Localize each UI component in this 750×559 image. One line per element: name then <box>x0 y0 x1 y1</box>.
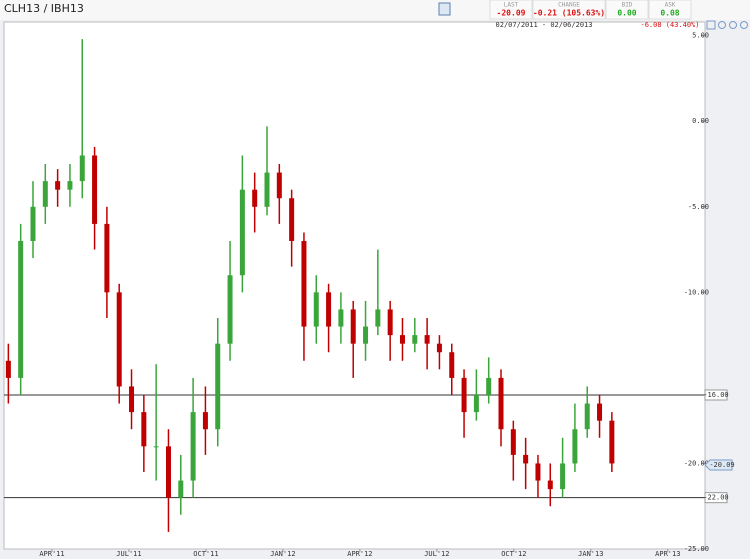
candle-body <box>399 335 405 344</box>
quote-box <box>605 0 649 20</box>
candle-body <box>289 198 295 242</box>
y-tick-label: 0.00 <box>692 117 709 125</box>
candle-body <box>301 241 307 327</box>
candle-body <box>313 292 319 327</box>
candle-body <box>326 292 332 327</box>
calendar-icon[interactable] <box>438 2 451 16</box>
x-tick-label: APR'13 <box>655 550 680 558</box>
candle-body <box>387 309 393 336</box>
last-price-label: -20.09 <box>709 461 734 469</box>
candle-body <box>461 377 467 413</box>
zoom-tools <box>706 20 748 30</box>
x-tick-label: JUL'12 <box>424 550 449 558</box>
candle-body <box>535 463 541 481</box>
y-tick-label: -10.00 <box>684 288 709 296</box>
candle-body <box>572 429 578 464</box>
last-price-marker <box>704 459 733 471</box>
zoom-tool[interactable] <box>706 20 716 30</box>
candle-body <box>486 377 492 396</box>
candle-body <box>79 155 85 182</box>
candle-body <box>264 172 270 207</box>
range-change: -6.08 (43.40%) <box>640 21 699 29</box>
x-tick-label: JAN'12 <box>270 550 295 558</box>
zoom-tool[interactable] <box>718 21 726 29</box>
reference-label: -16.00 <box>703 391 728 399</box>
x-tick-label: OCT'12 <box>501 550 526 558</box>
candle-body <box>239 189 245 276</box>
candle-body <box>375 309 381 327</box>
quote-label: CHANGE <box>558 2 580 9</box>
chart-title: CLH13 / IBH13 <box>4 2 84 15</box>
candle-body <box>55 181 61 190</box>
x-tick-label: JAN'13 <box>578 550 603 558</box>
x-tick-label: APR'11 <box>39 550 64 558</box>
candle-body <box>165 446 171 498</box>
x-tick-label: OCT'11 <box>193 550 218 558</box>
y-tick-label: -5.00 <box>688 203 709 211</box>
candle-body <box>116 292 122 387</box>
candle-body <box>560 463 566 490</box>
quote-value: -20.09 <box>497 9 526 18</box>
candle-body <box>153 446 159 448</box>
quote-box <box>648 0 692 20</box>
candle-body <box>104 223 110 293</box>
candle-body <box>510 429 516 455</box>
candle-body <box>412 335 418 344</box>
candle-body <box>5 360 11 378</box>
quote-value: 0.08 <box>660 9 679 18</box>
y-tick-label: -20.00 <box>684 459 709 467</box>
candle-body <box>449 352 455 378</box>
candle-body <box>42 181 48 207</box>
candle-body <box>30 206 36 242</box>
candle-body <box>276 172 282 199</box>
quote-box <box>489 0 533 20</box>
y-tick-label: -25.00 <box>684 545 709 553</box>
candle-body <box>609 420 615 464</box>
candle-body <box>67 181 73 190</box>
plot-area <box>3 21 706 550</box>
y-tick-label: 5.00 <box>692 32 709 40</box>
reference-label-box <box>704 492 728 504</box>
reference-label: -22.00 <box>703 494 728 502</box>
zoom-tool[interactable] <box>729 21 737 29</box>
candle-body <box>215 343 221 430</box>
quote-label: BID <box>622 2 633 9</box>
candle-body <box>227 275 233 344</box>
x-tick-label: JUL'11 <box>116 550 141 558</box>
candle-body <box>141 412 147 447</box>
zoom-tool[interactable] <box>740 21 748 29</box>
candle-body <box>547 480 553 490</box>
candle-body <box>252 189 258 207</box>
quote-value: -0.21 (105.63%) <box>533 9 605 18</box>
candle-body <box>498 377 504 430</box>
candle-body <box>523 454 529 464</box>
candle-body <box>597 403 603 421</box>
candle-body <box>584 403 590 430</box>
quote-label: LAST <box>504 2 519 9</box>
candle-body <box>424 335 430 344</box>
quote-value: 0.00 <box>617 9 636 18</box>
quote-box <box>532 0 606 20</box>
candle-body <box>18 241 24 378</box>
candle-body <box>350 309 356 344</box>
candle-body <box>473 395 479 413</box>
candle-body <box>178 480 184 498</box>
date-range: 02/07/2011 - 02/06/2013 <box>496 21 593 29</box>
candle-body <box>92 155 98 224</box>
x-tick-label: APR'12 <box>347 550 372 558</box>
candle-body <box>190 412 196 481</box>
candle-body <box>338 309 344 327</box>
reference-label-box <box>704 389 728 401</box>
candle-body <box>363 326 369 344</box>
quote-label: ASK <box>665 2 676 9</box>
candle-body <box>202 412 208 430</box>
candle-body <box>129 386 135 413</box>
candle-body <box>436 343 442 353</box>
